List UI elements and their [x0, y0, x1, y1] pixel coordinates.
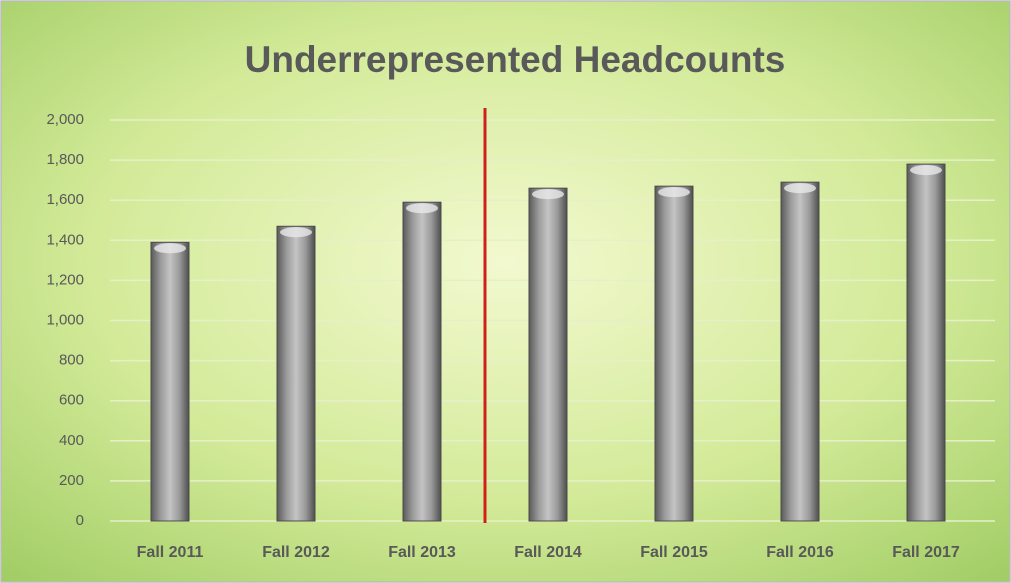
bar-cap	[154, 243, 186, 254]
y-tick-label: 1,800	[46, 151, 84, 168]
y-tick-label: 0	[76, 512, 84, 529]
y-tick-label: 400	[59, 432, 84, 449]
y-tick-label: 800	[59, 352, 84, 369]
y-tick-label: 600	[59, 392, 84, 409]
x-tick-label: Fall 2015	[640, 544, 708, 561]
y-tick-label: 1,000	[46, 311, 84, 328]
x-tick-label: Fall 2012	[262, 544, 330, 561]
bar	[276, 225, 316, 522]
bar-cap	[532, 189, 564, 200]
bar-cap	[910, 165, 942, 176]
y-tick-label: 1,600	[46, 191, 84, 208]
y-tick-label: 200	[59, 472, 84, 489]
bar	[528, 187, 568, 522]
bar	[906, 163, 946, 522]
bar	[654, 185, 694, 522]
x-tick-label: Fall 2014	[514, 544, 582, 561]
bar-cap	[280, 227, 312, 238]
y-tick-label: 1,200	[46, 271, 84, 288]
bar-cap	[406, 203, 438, 214]
bar	[402, 201, 442, 522]
bar	[150, 241, 190, 522]
bar-cap	[784, 183, 816, 194]
y-tick-label: 1,400	[46, 231, 84, 248]
x-tick-label: Fall 2017	[892, 544, 960, 561]
x-tick-label: Fall 2011	[137, 544, 204, 561]
bar-cap	[658, 187, 690, 198]
chart-title: Underrepresented Headcounts	[245, 39, 786, 80]
x-tick-label: Fall 2013	[388, 544, 456, 561]
x-tick-label: Fall 2016	[766, 544, 834, 561]
y-tick-label: 2,000	[46, 111, 84, 128]
bar	[780, 181, 820, 522]
